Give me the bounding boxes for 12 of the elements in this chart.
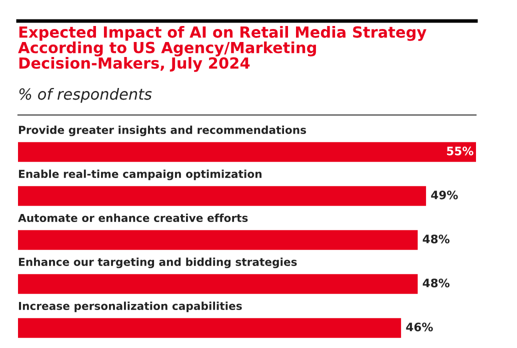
y-tick-label: Automate or enhance creative efforts bbox=[18, 214, 248, 222]
data-label: 49% bbox=[431, 190, 458, 200]
y-tick-label: Enhance our targeting and bidding strategies bbox=[18, 258, 297, 268]
y-tick-label: Increase personalization capabilities bbox=[18, 302, 242, 312]
data-label: 48% bbox=[422, 234, 450, 244]
chart-subtitle: % of respondents bbox=[19, 88, 152, 103]
y-tick-label: Enable real-time campaign optimization bbox=[18, 170, 262, 180]
data-label: 46% bbox=[406, 322, 433, 332]
chart-title: Expected Impact of AI on Retail Media Strategy According to US Agency/Marketing Decision-Makers, July 2024 bbox=[18, 26, 426, 72]
data-label: 55% bbox=[447, 146, 474, 156]
data-label: 48% bbox=[422, 278, 450, 288]
y-tick-label: Provide greater insights and recommendations bbox=[18, 126, 306, 136]
